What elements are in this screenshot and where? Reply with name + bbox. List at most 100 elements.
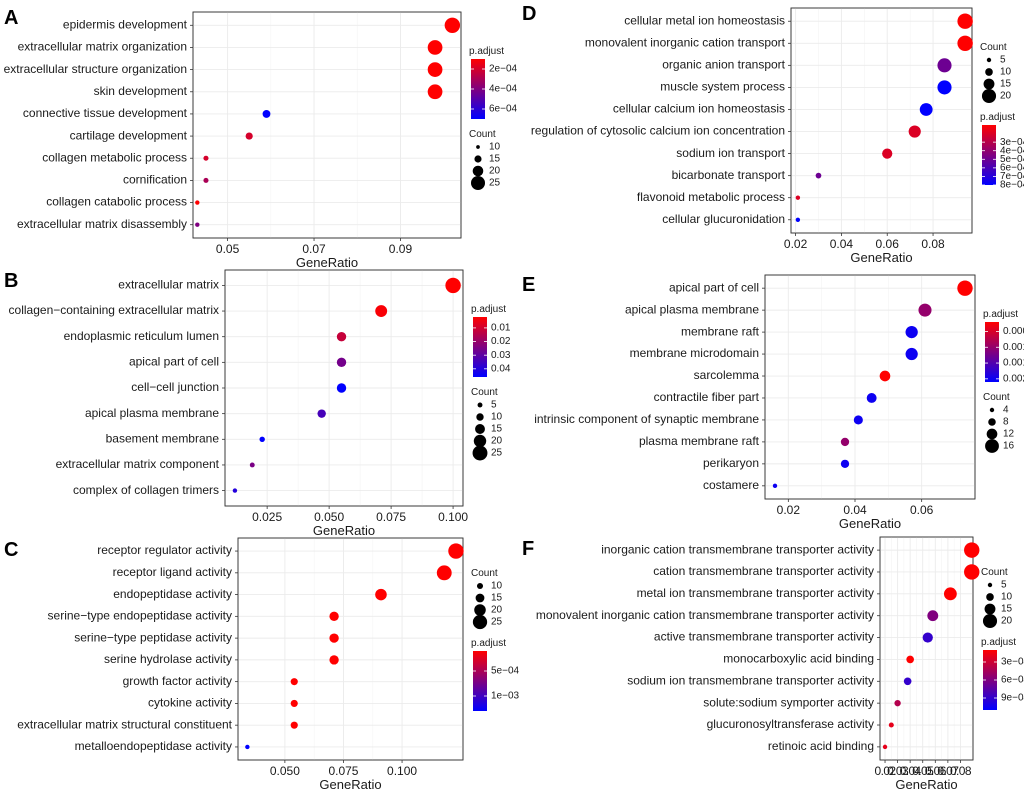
category-label: extracellular matrix structural constitu… [17, 717, 232, 731]
x-tick-label: 0.03 [887, 764, 909, 778]
size-legend-label: 10 [491, 412, 503, 423]
color-legend-label: 1e−03 [491, 691, 520, 702]
category-label: basement membrane [106, 431, 220, 445]
size-legend-dot [472, 165, 484, 177]
category-label: bicarbonate transport [672, 168, 786, 182]
size-legend-title: Count [981, 567, 1008, 578]
category-label: glucuronosyltransferase activity [707, 717, 874, 731]
category-label: membrane raft [681, 324, 760, 338]
category-label: metal ion transmembrane transporter acti… [637, 586, 874, 600]
x-tick-label: 0.04 [843, 503, 867, 517]
size-legend-title: Count [471, 387, 498, 398]
data-point [445, 277, 461, 294]
data-point [329, 655, 339, 665]
size-legend-dot [474, 604, 486, 616]
panel-letter: C [4, 539, 18, 561]
size-legend-title: Count [980, 42, 1007, 53]
data-point [840, 437, 850, 447]
category-label: extracellular matrix component [56, 457, 220, 471]
size-legend-dot [470, 175, 486, 191]
category-label: solute:sodium symporter activity [703, 695, 874, 709]
data-point [927, 610, 939, 622]
x-tick-label: 0.06 [925, 764, 947, 778]
size-legend-dot [983, 78, 995, 90]
category-label: intrinsic component of synaptic membrane [534, 412, 759, 426]
x-axis-title: GeneRatio [313, 523, 375, 538]
color-legend-label: 8e−04 [1000, 180, 1024, 191]
size-legend-dot [984, 603, 996, 615]
size-legend-label: 20 [491, 605, 503, 616]
panel-letter: F [522, 538, 534, 560]
category-label: collagen catabolic process [46, 195, 187, 209]
size-legend-dot [477, 402, 483, 408]
plot-frame [879, 536, 974, 761]
category-label: complex of collagen trimers [73, 483, 219, 497]
category-label: apical plasma membrane [85, 406, 219, 420]
data-point [336, 357, 347, 368]
color-legend-title: p.adjust [471, 638, 506, 649]
category-label: cation transmembrane transporter activit… [653, 564, 874, 578]
data-point [262, 110, 271, 118]
data-point [203, 155, 209, 161]
data-point [203, 177, 209, 183]
color-bar [473, 317, 487, 377]
data-point [336, 383, 347, 393]
data-point [448, 543, 464, 559]
data-point [375, 305, 388, 317]
color-legend-label: 0.0015 [1003, 358, 1024, 369]
plot-frame [790, 7, 973, 234]
data-point [937, 58, 952, 73]
size-legend-label: 25 [491, 448, 503, 459]
size-legend-label: 20 [489, 166, 501, 177]
size-legend-dot [985, 439, 999, 453]
color-legend-label: 5e−04 [491, 666, 520, 677]
size-legend-dot [475, 424, 485, 434]
data-point [908, 125, 921, 138]
data-point [918, 303, 932, 317]
data-point [444, 17, 461, 33]
category-label: metalloendopeptidase activity [75, 739, 232, 753]
data-point [905, 347, 918, 361]
category-label: monovalent inorganic cation transmembran… [536, 608, 874, 622]
data-point [245, 132, 253, 140]
category-label: receptor ligand activity [113, 565, 232, 579]
data-point [329, 611, 339, 622]
size-legend-dot [986, 593, 994, 601]
category-label: cornification [123, 173, 187, 187]
panel-letter: A [4, 7, 18, 29]
color-legend-title: p.adjust [469, 46, 504, 57]
x-tick-label: 0.050 [314, 510, 344, 524]
x-tick-label: 0.08 [921, 237, 945, 251]
data-point [290, 699, 298, 707]
category-label: plasma membrane raft [639, 434, 760, 448]
size-legend-label: 15 [489, 154, 501, 165]
color-legend-label: 7e−04 [1000, 171, 1024, 182]
data-point [957, 280, 973, 296]
category-label: extracellular matrix [118, 278, 219, 292]
data-point [329, 633, 339, 643]
color-legend-label: 0.04 [491, 363, 511, 374]
plot-area [192, 11, 462, 239]
size-legend-label: 15 [1001, 604, 1013, 615]
size-legend-dot [474, 155, 482, 163]
data-point [195, 222, 200, 227]
x-tick-label: 0.050 [270, 764, 300, 778]
color-legend-label: 0.02 [491, 336, 511, 347]
data-point [906, 655, 914, 664]
plot-area [790, 7, 973, 234]
plot-area [764, 274, 976, 500]
category-label: retinoic acid binding [768, 739, 874, 753]
color-legend-label: 6e−04 [489, 104, 518, 115]
data-point [964, 564, 980, 580]
x-axis-title: GeneRatio [895, 777, 957, 791]
category-label: extracellular matrix organization [18, 40, 187, 54]
category-label: sodium ion transport [676, 146, 785, 160]
x-tick-label: 0.09 [389, 242, 413, 256]
category-label: organic anion transport [662, 58, 785, 72]
plot-frame [764, 274, 976, 500]
size-legend-dot [989, 407, 995, 413]
size-legend-dot [472, 445, 488, 461]
x-tick-label: 0.07 [937, 764, 959, 778]
